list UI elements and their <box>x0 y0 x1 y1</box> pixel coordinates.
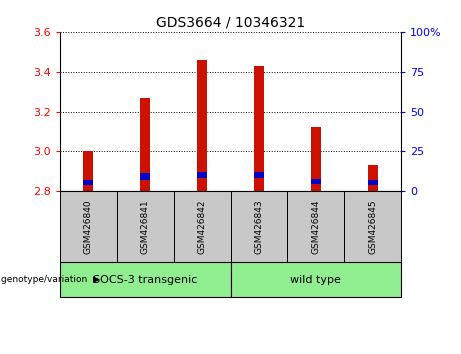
Text: GSM426840: GSM426840 <box>84 199 93 254</box>
Text: GSM426845: GSM426845 <box>368 199 377 254</box>
Text: genotype/variation  ▶: genotype/variation ▶ <box>1 275 100 284</box>
Bar <box>311 127 321 191</box>
Bar <box>311 179 321 184</box>
Text: GSM426843: GSM426843 <box>254 199 263 254</box>
Bar <box>254 66 264 191</box>
Bar <box>140 98 150 191</box>
Bar <box>197 60 207 191</box>
Title: GDS3664 / 10346321: GDS3664 / 10346321 <box>156 15 305 29</box>
Bar <box>367 165 378 191</box>
Bar <box>83 151 94 191</box>
Bar <box>140 173 150 180</box>
Text: SOCS-3 transgenic: SOCS-3 transgenic <box>93 275 197 285</box>
FancyBboxPatch shape <box>60 191 117 262</box>
FancyBboxPatch shape <box>230 262 401 297</box>
FancyBboxPatch shape <box>344 191 401 262</box>
Bar <box>254 172 264 178</box>
Bar <box>367 180 378 185</box>
Text: GSM426841: GSM426841 <box>141 199 150 254</box>
Text: GSM426842: GSM426842 <box>198 199 207 254</box>
FancyBboxPatch shape <box>287 191 344 262</box>
FancyBboxPatch shape <box>60 262 230 297</box>
FancyBboxPatch shape <box>117 191 174 262</box>
Text: GSM426844: GSM426844 <box>311 199 320 254</box>
Bar <box>197 172 207 178</box>
Bar <box>83 180 94 185</box>
FancyBboxPatch shape <box>174 191 230 262</box>
Text: wild type: wild type <box>290 275 341 285</box>
FancyBboxPatch shape <box>230 191 287 262</box>
